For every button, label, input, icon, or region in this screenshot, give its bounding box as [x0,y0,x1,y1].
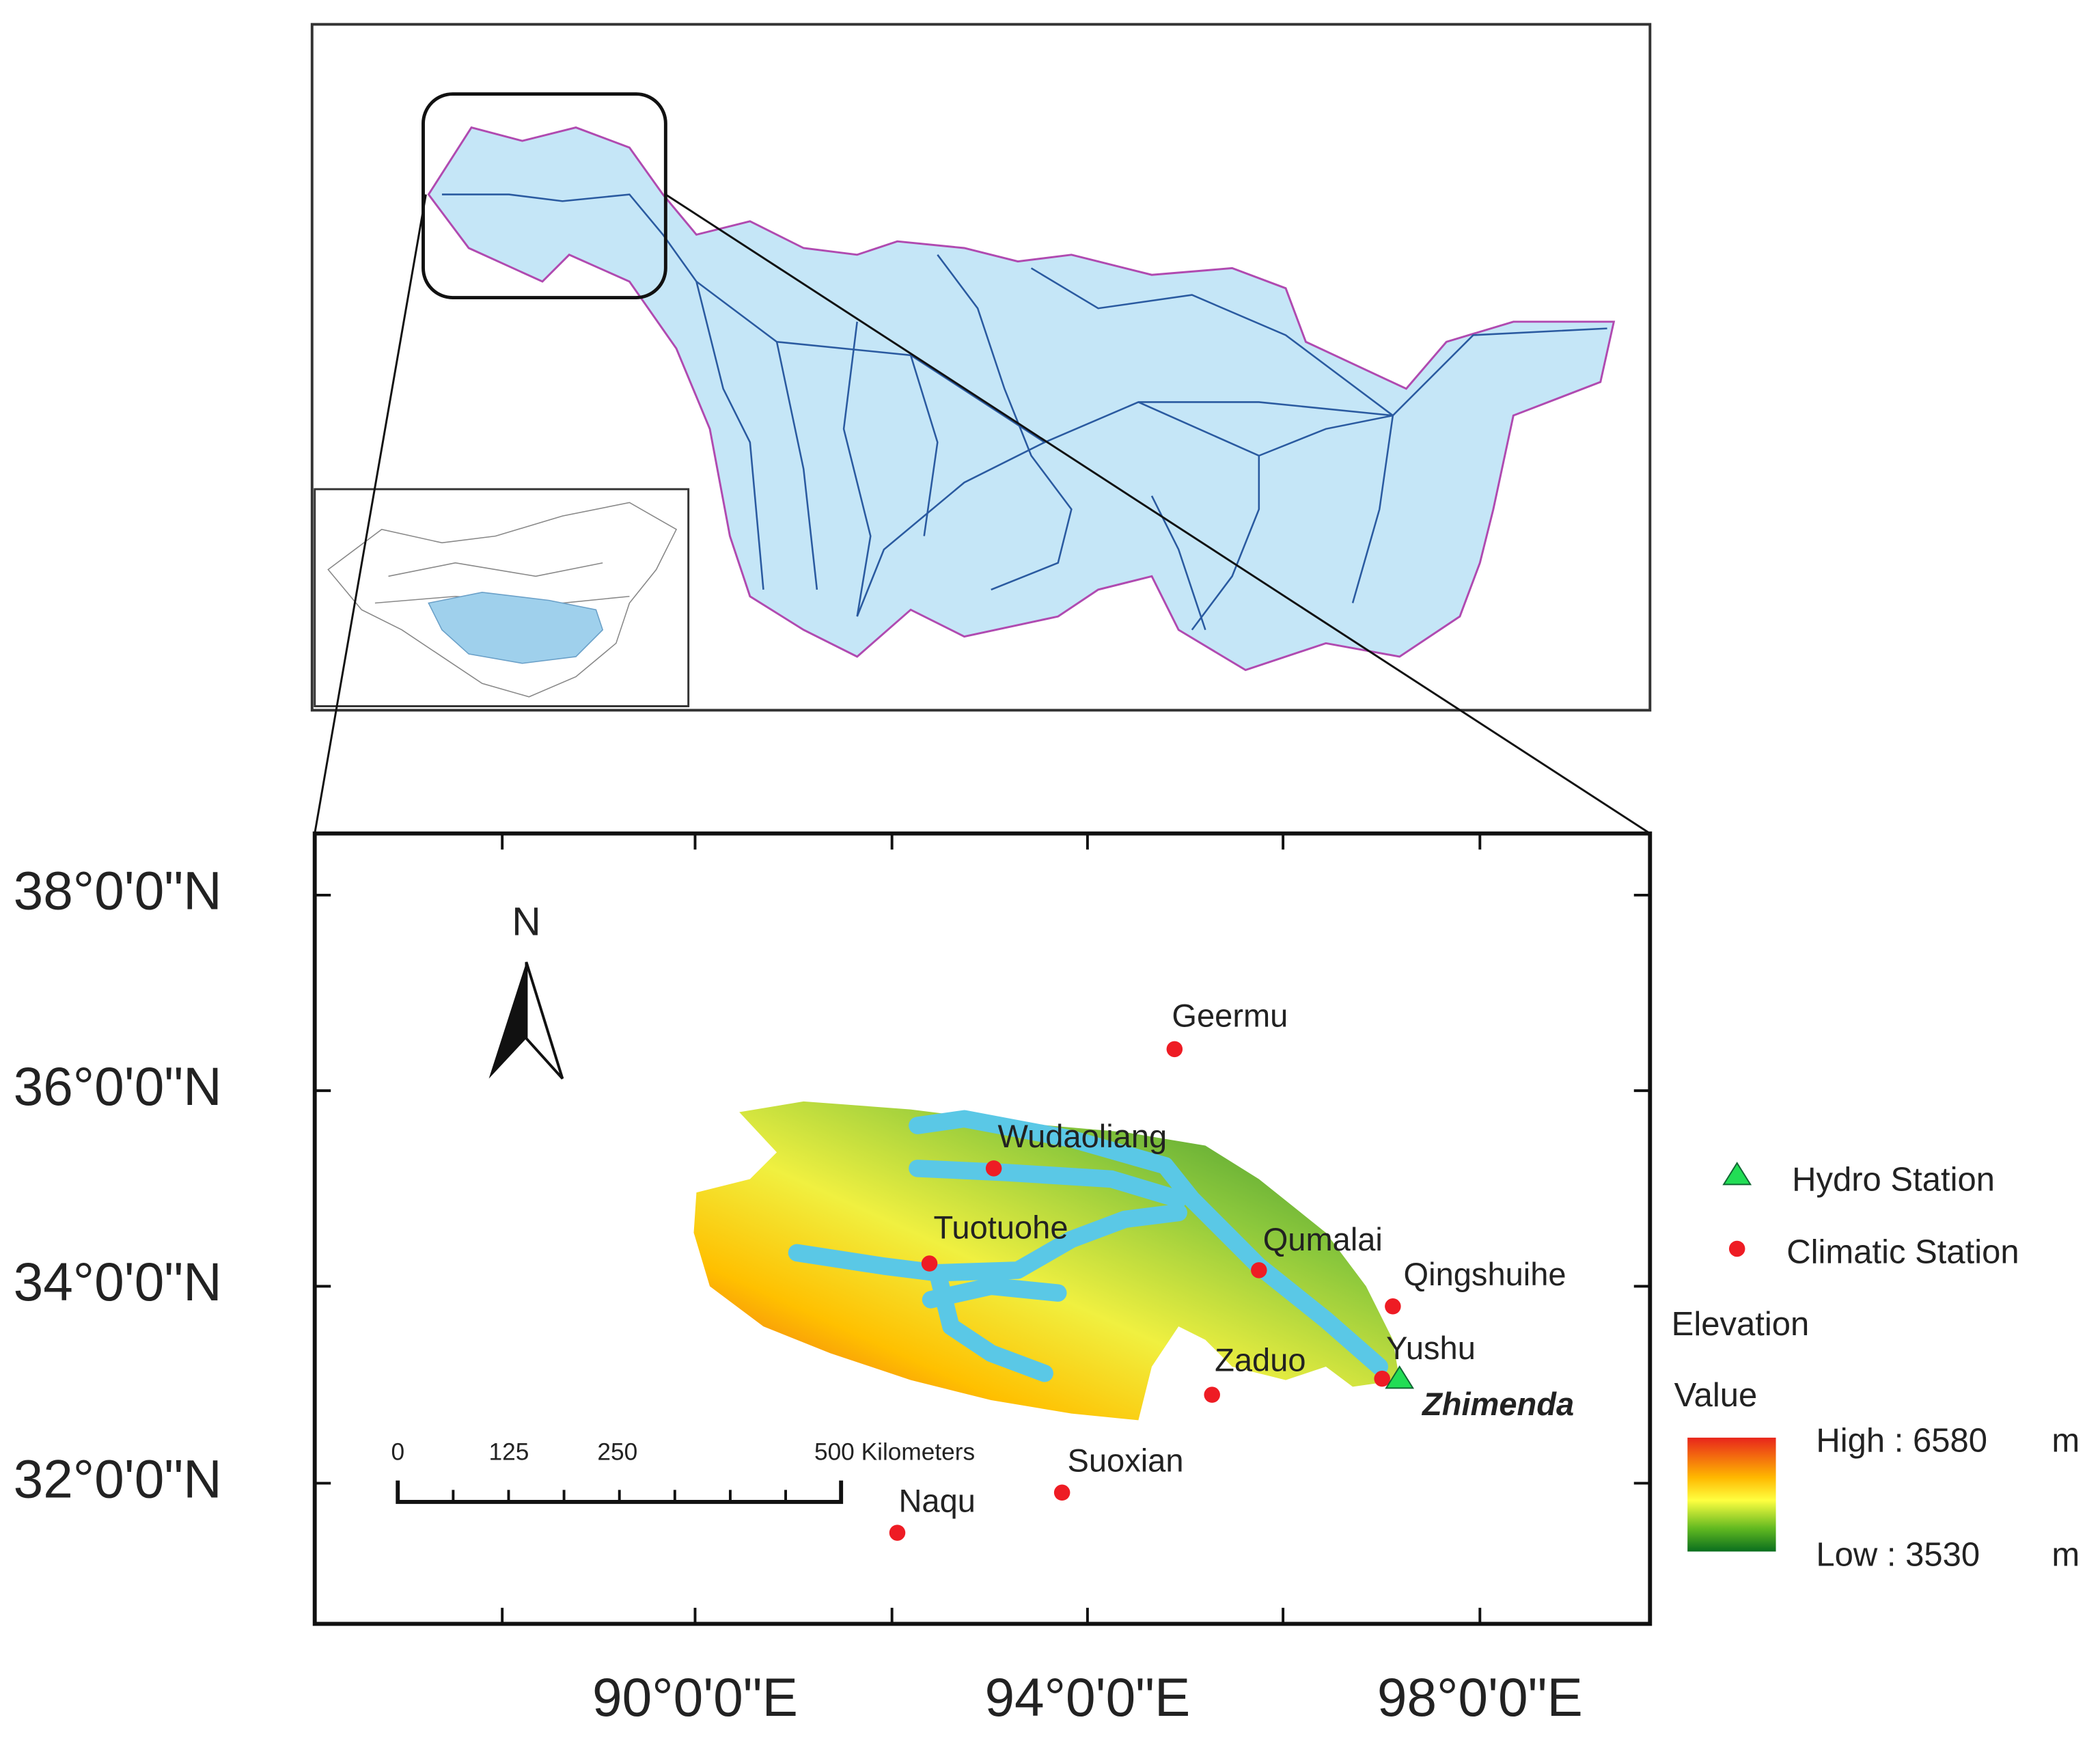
scale-label: 125 [489,1439,529,1466]
basin [427,126,1616,672]
scale-label: 500 Kilometers [814,1439,975,1466]
rivers [441,193,1607,631]
climatic-station [1204,1386,1220,1403]
inset-basin [428,592,604,664]
north-label: N [512,900,540,944]
climatic-station [985,1160,1002,1177]
scale-label: 250 [597,1439,637,1466]
connector [665,193,1651,834]
lat-label: 36°0'0"N [14,1056,222,1117]
legend-low: Low : 3530 [1816,1536,1980,1573]
lon-label: 94°0'0"E [984,1667,1190,1727]
zoom-box [422,92,667,299]
lat-label: 32°0'0"N [14,1449,222,1509]
station-label: Qingshuihe [1404,1256,1566,1292]
legend-climatic-symbol [1728,1240,1745,1257]
scale-label: 0 [391,1439,404,1466]
station-label: Qumalai [1263,1221,1383,1257]
climatic-station [1374,1370,1390,1387]
lon-label: 98°0'0"E [1377,1667,1583,1727]
color-ramp [1687,1437,1776,1552]
climatic-station [889,1525,906,1541]
hydro-label: Zhimenda [1421,1386,1574,1422]
legend-hydro-symbol [1722,1162,1752,1186]
legend-high: High : 6580 [1816,1423,1987,1460]
climatic-station [921,1255,938,1272]
north-arrow [525,961,564,1080]
station-label: Yushu [1386,1330,1476,1366]
lat-label: 38°0'0"N [14,861,222,921]
legend-unit: m [2051,1423,2080,1460]
main-rivers [788,1110,1389,1382]
hydro-station [1385,1365,1415,1389]
station-label: Naqu [898,1482,975,1518]
climatic-station [1053,1484,1070,1501]
legend-value: Value [1674,1377,1758,1414]
station-label: Wudaoliang [998,1118,1168,1154]
station-label: Suoxian [1067,1443,1183,1479]
climatic-station [1251,1262,1267,1279]
legend-hydro: Hydro Station [1792,1161,1995,1198]
legend-unit: m [2051,1536,2080,1573]
climatic-station [1385,1298,1401,1315]
legend-climatic: Climatic Station [1786,1233,2019,1270]
legend-elevation: Elevation [1672,1306,1810,1343]
climatic-station [1166,1041,1183,1058]
station-label: Zaduo [1215,1342,1305,1378]
connector [314,194,427,834]
station-label: Tuotuohe [933,1209,1068,1245]
lat-label: 34°0'0"N [14,1252,222,1312]
lon-label: 90°0'0"E [592,1667,798,1727]
station-label: Geermu [1172,998,1288,1034]
